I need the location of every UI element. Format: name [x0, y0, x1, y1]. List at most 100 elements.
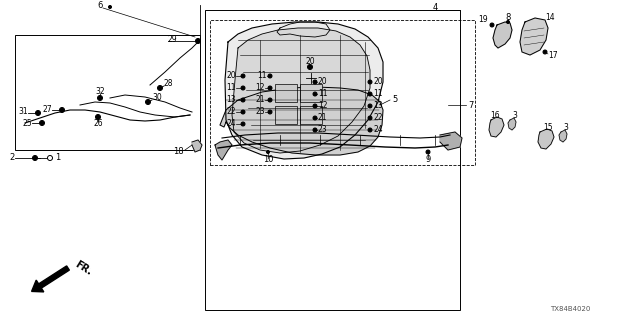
Text: 24: 24 [227, 119, 236, 129]
Text: 11: 11 [257, 71, 267, 81]
Circle shape [368, 92, 372, 96]
Circle shape [307, 65, 312, 69]
Circle shape [313, 104, 317, 108]
Text: 20: 20 [318, 77, 328, 86]
Text: 3: 3 [563, 124, 568, 132]
Text: 13: 13 [373, 101, 383, 110]
Text: 20: 20 [305, 58, 315, 67]
Circle shape [368, 128, 372, 132]
Circle shape [426, 150, 430, 154]
Text: 13: 13 [227, 95, 236, 105]
Text: 18: 18 [173, 148, 184, 156]
Circle shape [241, 110, 245, 114]
Text: 26: 26 [93, 118, 103, 127]
Text: 29: 29 [168, 35, 178, 44]
Circle shape [60, 108, 65, 113]
Circle shape [268, 74, 272, 78]
Text: 2: 2 [10, 154, 15, 163]
Bar [275, 84, 297, 102]
Text: 28: 28 [164, 79, 173, 89]
Text: 20: 20 [373, 77, 383, 86]
Text: 30: 30 [152, 93, 162, 102]
Circle shape [157, 85, 163, 91]
Circle shape [313, 116, 317, 120]
Text: 14: 14 [545, 13, 555, 22]
Bar [205, 10, 460, 310]
Circle shape [313, 80, 317, 84]
Text: 6: 6 [97, 1, 102, 10]
Text: 23: 23 [318, 125, 328, 134]
Text: 31: 31 [19, 108, 28, 116]
Circle shape [47, 156, 52, 161]
Circle shape [35, 110, 40, 116]
Text: FR.: FR. [73, 259, 93, 277]
Circle shape [33, 156, 38, 161]
Circle shape [368, 116, 372, 120]
Text: 12: 12 [318, 101, 328, 110]
Text: 32: 32 [95, 87, 105, 97]
Circle shape [145, 100, 150, 105]
Bar [275, 106, 297, 124]
Circle shape [313, 128, 317, 132]
Circle shape [268, 98, 272, 102]
Circle shape [241, 86, 245, 90]
Text: 11: 11 [227, 84, 236, 92]
Circle shape [266, 150, 269, 154]
Polygon shape [220, 87, 383, 155]
Text: 21: 21 [255, 95, 265, 105]
Circle shape [368, 104, 372, 108]
Text: 11: 11 [318, 90, 328, 99]
Text: 1: 1 [55, 154, 60, 163]
Text: 15: 15 [543, 124, 552, 132]
Circle shape [95, 115, 100, 119]
Text: 19: 19 [478, 15, 488, 25]
Text: 27: 27 [42, 106, 52, 115]
Text: 16: 16 [490, 110, 500, 119]
Circle shape [109, 5, 111, 9]
Circle shape [268, 110, 272, 114]
Bar [300, 106, 322, 124]
Polygon shape [559, 130, 567, 142]
Polygon shape [440, 132, 462, 150]
Text: 21: 21 [318, 114, 328, 123]
Circle shape [490, 23, 494, 27]
Circle shape [241, 98, 245, 102]
Polygon shape [493, 22, 512, 48]
Circle shape [543, 50, 547, 54]
Circle shape [241, 122, 245, 126]
Text: 9: 9 [426, 156, 431, 164]
Text: 8: 8 [506, 12, 511, 21]
Text: 11: 11 [373, 90, 383, 99]
Circle shape [97, 95, 102, 100]
Bar [210, 20, 475, 165]
Circle shape [506, 20, 509, 23]
Text: 5: 5 [392, 95, 397, 105]
Circle shape [40, 121, 45, 125]
Polygon shape [538, 129, 554, 149]
Text: 7: 7 [468, 100, 474, 109]
Polygon shape [489, 117, 504, 137]
Circle shape [195, 38, 200, 44]
Polygon shape [225, 22, 383, 159]
Circle shape [313, 92, 317, 96]
Polygon shape [520, 18, 548, 55]
Circle shape [241, 74, 245, 78]
Bar [15, 35, 200, 150]
Circle shape [368, 80, 372, 84]
Text: 24: 24 [373, 125, 383, 134]
Circle shape [268, 86, 272, 90]
Text: 23: 23 [255, 108, 265, 116]
Polygon shape [508, 118, 516, 130]
Text: 22: 22 [373, 114, 383, 123]
FancyArrow shape [31, 266, 69, 292]
Text: TX84B4020: TX84B4020 [550, 306, 590, 312]
Text: 17: 17 [548, 51, 557, 60]
Text: 3: 3 [512, 110, 517, 119]
Polygon shape [215, 140, 232, 160]
Polygon shape [232, 28, 370, 153]
Polygon shape [192, 140, 202, 152]
Bar [300, 84, 322, 102]
Text: 20: 20 [227, 71, 236, 81]
Text: 10: 10 [263, 156, 273, 164]
Text: 25: 25 [22, 118, 32, 127]
